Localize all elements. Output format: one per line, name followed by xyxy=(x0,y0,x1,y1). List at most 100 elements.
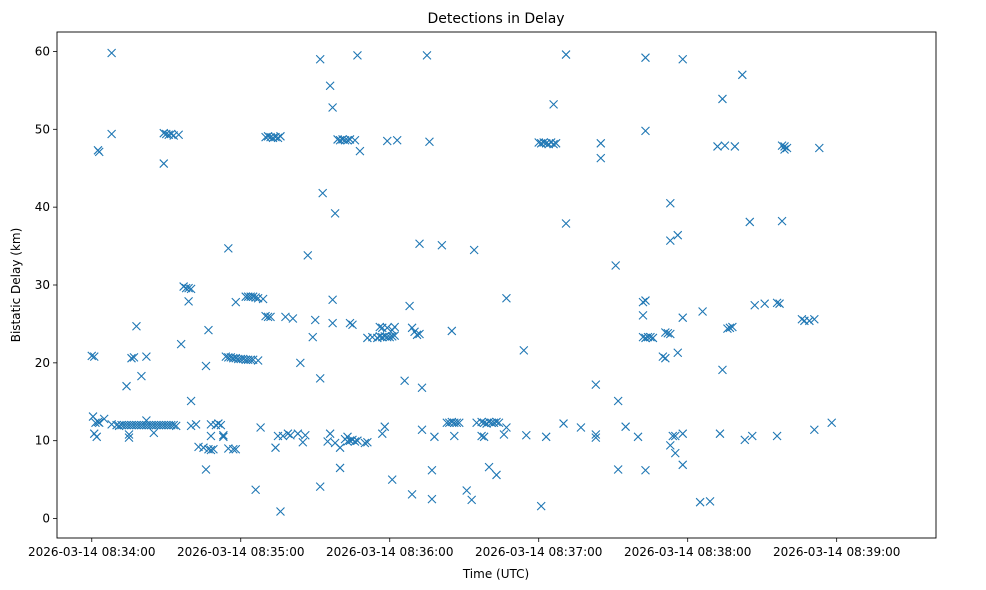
data-point xyxy=(176,339,186,349)
data-point xyxy=(266,312,275,322)
data-point xyxy=(673,348,683,358)
data-point xyxy=(328,318,338,328)
data-point xyxy=(184,296,193,306)
data-point xyxy=(613,465,623,474)
data-point xyxy=(646,332,655,342)
data-point xyxy=(400,376,410,386)
data-point xyxy=(315,482,325,492)
data-point xyxy=(94,418,104,428)
data-point xyxy=(387,475,397,485)
data-point xyxy=(251,293,261,302)
data-point xyxy=(186,396,196,406)
data-point xyxy=(300,430,310,440)
data-point xyxy=(380,422,390,432)
y-axis-label: Bistatic Delay (km) xyxy=(9,228,23,343)
data-point xyxy=(549,139,558,149)
data-point xyxy=(713,142,722,151)
data-point xyxy=(678,460,688,470)
data-point xyxy=(308,332,318,342)
data-point xyxy=(750,300,760,310)
data-point xyxy=(591,380,601,390)
data-point xyxy=(668,431,678,441)
data-point xyxy=(437,240,447,250)
data-point xyxy=(328,295,338,305)
data-point xyxy=(390,322,400,332)
data-point xyxy=(641,126,650,136)
data-point xyxy=(519,346,529,355)
x-tick-label: 2026-03-14 08:34:00 xyxy=(28,545,155,559)
data-point xyxy=(204,325,213,335)
data-point xyxy=(539,138,549,147)
data-point xyxy=(740,435,750,445)
data-point xyxy=(772,431,782,441)
y-tick-label: 0 xyxy=(42,512,50,526)
data-point xyxy=(405,301,414,311)
data-point xyxy=(422,50,432,60)
x-axis-label: Time (UTC) xyxy=(462,567,529,581)
data-point xyxy=(390,331,400,340)
data-point xyxy=(596,138,606,148)
y-tick-label: 60 xyxy=(35,44,50,58)
y-tick-label: 30 xyxy=(35,278,50,292)
data-point xyxy=(385,332,395,342)
data-point xyxy=(129,353,139,362)
data-point xyxy=(730,142,740,151)
data-point xyxy=(87,351,97,361)
data-point xyxy=(107,129,117,139)
data-point xyxy=(89,352,99,362)
data-point xyxy=(502,423,511,432)
data-point xyxy=(206,431,216,441)
x-tick-label: 2026-03-14 08:35:00 xyxy=(177,545,304,559)
data-point xyxy=(137,371,146,381)
data-point xyxy=(484,462,494,472)
data-point xyxy=(641,465,650,475)
data-point xyxy=(797,314,807,324)
data-point xyxy=(199,443,208,453)
data-point xyxy=(477,431,486,441)
data-point xyxy=(492,417,501,427)
data-point xyxy=(142,352,151,362)
data-point xyxy=(353,436,362,446)
data-point xyxy=(747,431,757,441)
data-point xyxy=(415,329,424,339)
data-point xyxy=(330,208,340,218)
data-point xyxy=(127,353,136,363)
data-point xyxy=(345,318,355,328)
data-point xyxy=(355,146,365,156)
data-point xyxy=(499,430,509,439)
data-point xyxy=(218,430,228,440)
data-point xyxy=(809,425,819,435)
data-point xyxy=(777,216,787,226)
data-point xyxy=(382,136,392,146)
data-point xyxy=(670,448,680,458)
data-point xyxy=(283,429,293,439)
data-point xyxy=(559,419,568,428)
y-axis-ticks: 0 10 20 30 40 50 60 xyxy=(35,44,57,526)
data-point xyxy=(91,418,100,428)
data-point xyxy=(142,416,151,425)
x-axis-ticks: 2026-03-14 08:34:00 2026-03-14 08:35:00 20… xyxy=(28,538,900,559)
data-point xyxy=(206,445,216,455)
data-point xyxy=(521,430,531,440)
data-point xyxy=(665,198,675,208)
data-point xyxy=(335,443,345,453)
data-point xyxy=(343,437,352,446)
data-point xyxy=(288,314,298,323)
data-point xyxy=(561,50,571,59)
data-point xyxy=(728,322,737,332)
data-point xyxy=(201,361,211,371)
data-point xyxy=(169,420,179,430)
data-point xyxy=(214,419,223,428)
data-point xyxy=(201,465,211,474)
data-point xyxy=(705,497,715,506)
data-point xyxy=(447,326,457,336)
data-point xyxy=(541,432,551,442)
data-point xyxy=(665,329,675,339)
data-point xyxy=(449,431,459,441)
data-point xyxy=(611,261,621,270)
data-point xyxy=(382,323,392,333)
data-point xyxy=(246,355,256,365)
data-point xyxy=(387,331,397,341)
data-point xyxy=(362,437,372,447)
data-point xyxy=(377,429,387,439)
